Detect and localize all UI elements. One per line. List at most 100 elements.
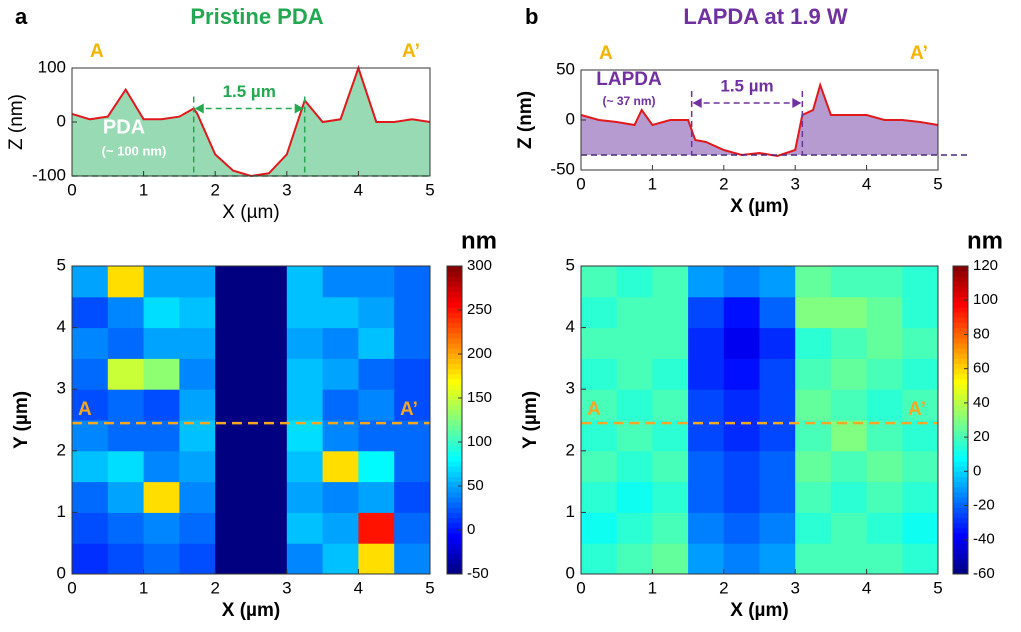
heat-cell [286, 512, 324, 544]
colorbar-segment [953, 384, 968, 390]
heat-cell [759, 296, 796, 329]
y-tick-label: 50 [556, 59, 575, 78]
colorbar-segment [953, 404, 968, 411]
heat-cell [107, 327, 145, 359]
colorbar-segment [447, 440, 462, 447]
heat-cell [652, 358, 689, 390]
heat-cell [251, 327, 288, 359]
colorbar-tick-label: 300 [467, 257, 492, 274]
heat-cell [394, 358, 431, 390]
heat-cell [179, 512, 216, 544]
profile-area [72, 68, 430, 176]
heat-cell [286, 450, 324, 483]
heat-cell [72, 450, 109, 483]
heat-cell [688, 420, 725, 452]
y-tick-label: 4 [566, 317, 575, 336]
heat-cell [759, 358, 796, 390]
colorbar-segment [953, 373, 968, 380]
heat-cell [652, 389, 689, 421]
annotation: (~ 37 nm) [602, 94, 655, 108]
colorbar-segment [447, 291, 462, 298]
heat-cell [616, 358, 653, 390]
heat-cell [251, 358, 288, 390]
heat-cell [322, 358, 359, 390]
colorbar-segment [953, 368, 968, 375]
annotation: (~ 100 nm) [102, 143, 167, 158]
colorbar-segment [447, 461, 462, 467]
colorbar-segment [447, 368, 462, 375]
colorbar-segment [447, 358, 462, 365]
heat-cell [902, 266, 939, 298]
colorbar-segment [447, 517, 462, 524]
y-tick-label: 0 [57, 563, 66, 582]
x-tick-label: 1 [648, 578, 657, 597]
colorbar-segment [953, 476, 968, 483]
colorbar-segment [953, 522, 968, 529]
y-axis-label: Y (µm) [11, 391, 32, 449]
heat-cell [358, 389, 395, 421]
heat-cell [394, 327, 431, 359]
heat-cell [143, 543, 180, 575]
heat-cell [795, 266, 832, 298]
colorbar-segment [447, 404, 462, 411]
heat-cell [107, 266, 145, 298]
colorbar-segment [953, 276, 968, 282]
colorbar-segment [447, 486, 462, 493]
end-label: A’ [910, 43, 928, 64]
heat-cell [179, 358, 216, 390]
colorbar-tick-label: 40 [973, 394, 990, 411]
dimension-label: 1.5 µm [720, 76, 773, 95]
heat-cell [322, 512, 359, 544]
heat-cell [72, 481, 109, 513]
heat-cell [72, 512, 109, 544]
heat-cell [215, 481, 252, 513]
heat-cell [322, 389, 359, 421]
colorbar-segment [447, 399, 462, 406]
heat-cell [394, 296, 431, 329]
panel-label: b [525, 4, 538, 29]
heat-cell [759, 543, 796, 575]
y-tick-label: 5 [566, 255, 575, 274]
colorbar-segment [953, 317, 968, 323]
x-tick-label: 2 [719, 578, 728, 597]
x-tick-label: 1 [139, 578, 148, 597]
heat-cell [830, 389, 868, 421]
heat-cell [616, 512, 653, 544]
annotation: LAPDA [596, 69, 662, 90]
heat-cell [179, 296, 216, 329]
heat-cell [866, 420, 903, 452]
colorbar-segment [953, 481, 968, 488]
heat-cell [866, 296, 903, 329]
colorbar-segment [447, 332, 462, 339]
heat-cell [394, 389, 431, 421]
colorbar-segment [953, 461, 968, 467]
colorbar-segment [447, 558, 462, 565]
heat-cell [358, 327, 395, 359]
heat-cell [830, 327, 868, 359]
colorbar-segment [447, 466, 462, 472]
heat-cell [795, 512, 832, 544]
colorbar-segment [953, 332, 968, 339]
y-tick-label: 100 [38, 57, 66, 76]
heat-cell [830, 481, 868, 513]
colorbar-segment [953, 563, 968, 570]
heat-cell [143, 389, 180, 421]
end-label: A’ [908, 399, 926, 420]
heat-cell [581, 543, 618, 575]
heat-cell [394, 512, 431, 544]
end-label: A’ [402, 41, 420, 62]
colorbar-segment [953, 440, 968, 447]
colorbar-tick-label: 60 [973, 360, 990, 377]
heat-cell [795, 327, 832, 359]
colorbar-segment [953, 358, 968, 365]
heat-cell [723, 481, 760, 513]
colorbar-tick-label: 120 [973, 257, 998, 274]
heat-cell [581, 389, 618, 421]
heat-cell [215, 266, 252, 298]
heat-cell [866, 481, 903, 513]
colorbar-segment [447, 353, 462, 359]
heat-cell [143, 481, 180, 513]
heat-cell [723, 512, 760, 544]
colorbar-segment [447, 481, 462, 488]
heat-cell [251, 481, 288, 513]
